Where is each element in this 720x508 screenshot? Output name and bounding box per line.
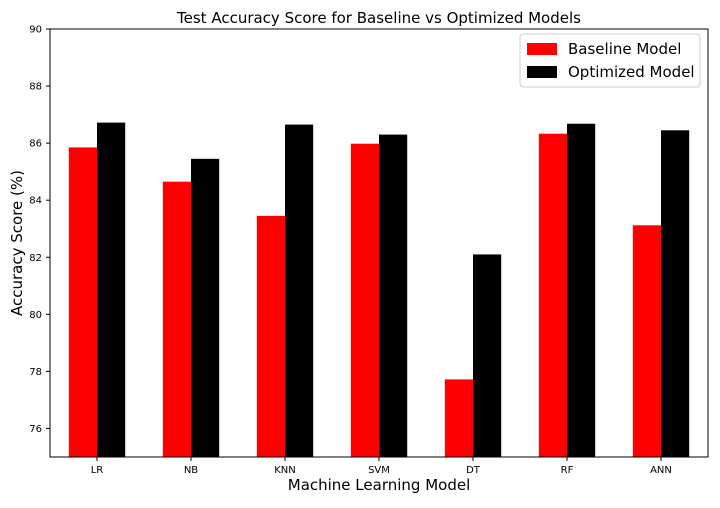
bar-baseline-lr: [68, 147, 97, 457]
x-tick-label: RF: [561, 465, 574, 476]
legend-label: Baseline Model: [568, 40, 681, 58]
bar-baseline-ann: [632, 225, 661, 457]
chart-title: Test Accuracy Score for Baseline vs Opti…: [176, 9, 581, 27]
legend-swatch: [527, 66, 557, 78]
y-tick-label: 80: [29, 310, 42, 321]
x-axis-label: Machine Learning Model: [288, 476, 470, 494]
x-tick-label: DT: [466, 465, 481, 476]
legend: Baseline Model Optimized Model: [519, 33, 701, 88]
y-tick-label: 78: [29, 367, 42, 378]
bar-optimized-ann: [661, 130, 690, 457]
bar-optimized-svm: [379, 134, 408, 457]
plot-frame: [49, 28, 709, 458]
bar-optimized-knn: [285, 124, 314, 457]
bar-optimized-dt: [473, 254, 502, 457]
axes-layer: LR NB KNN SVM DT RF ANN 76 78 80 82 84 86 88 90: [29, 25, 709, 476]
bar-baseline-knn: [256, 215, 285, 457]
legend-swatch: [527, 43, 557, 55]
bar-optimized-lr: [97, 122, 126, 458]
bar-baseline-rf: [538, 133, 567, 457]
bars-layer: [68, 122, 690, 458]
legend-label: Optimized Model: [568, 63, 695, 81]
y-tick-label: 88: [29, 82, 42, 93]
y-axis-label: Accuracy Score (%): [8, 170, 26, 316]
bar-optimized-rf: [567, 123, 596, 458]
x-tick-label: ANN: [650, 465, 672, 476]
bar-optimized-nb: [191, 158, 220, 457]
y-tick-label: 82: [29, 253, 42, 264]
bar-baseline-nb: [162, 181, 191, 458]
x-tick-label: SVM: [368, 465, 390, 476]
x-tick-label: LR: [91, 465, 104, 476]
bar-baseline-svm: [350, 143, 379, 458]
x-tick-label: NB: [184, 465, 198, 476]
y-tick-label: 90: [29, 25, 42, 36]
y-tick-label: 84: [29, 196, 42, 207]
legend-box: [519, 33, 701, 88]
bar-baseline-dt: [444, 379, 473, 457]
y-tick-label: 86: [29, 139, 42, 150]
x-tick-label: KNN: [274, 465, 296, 476]
y-tick-label: 76: [29, 424, 42, 435]
